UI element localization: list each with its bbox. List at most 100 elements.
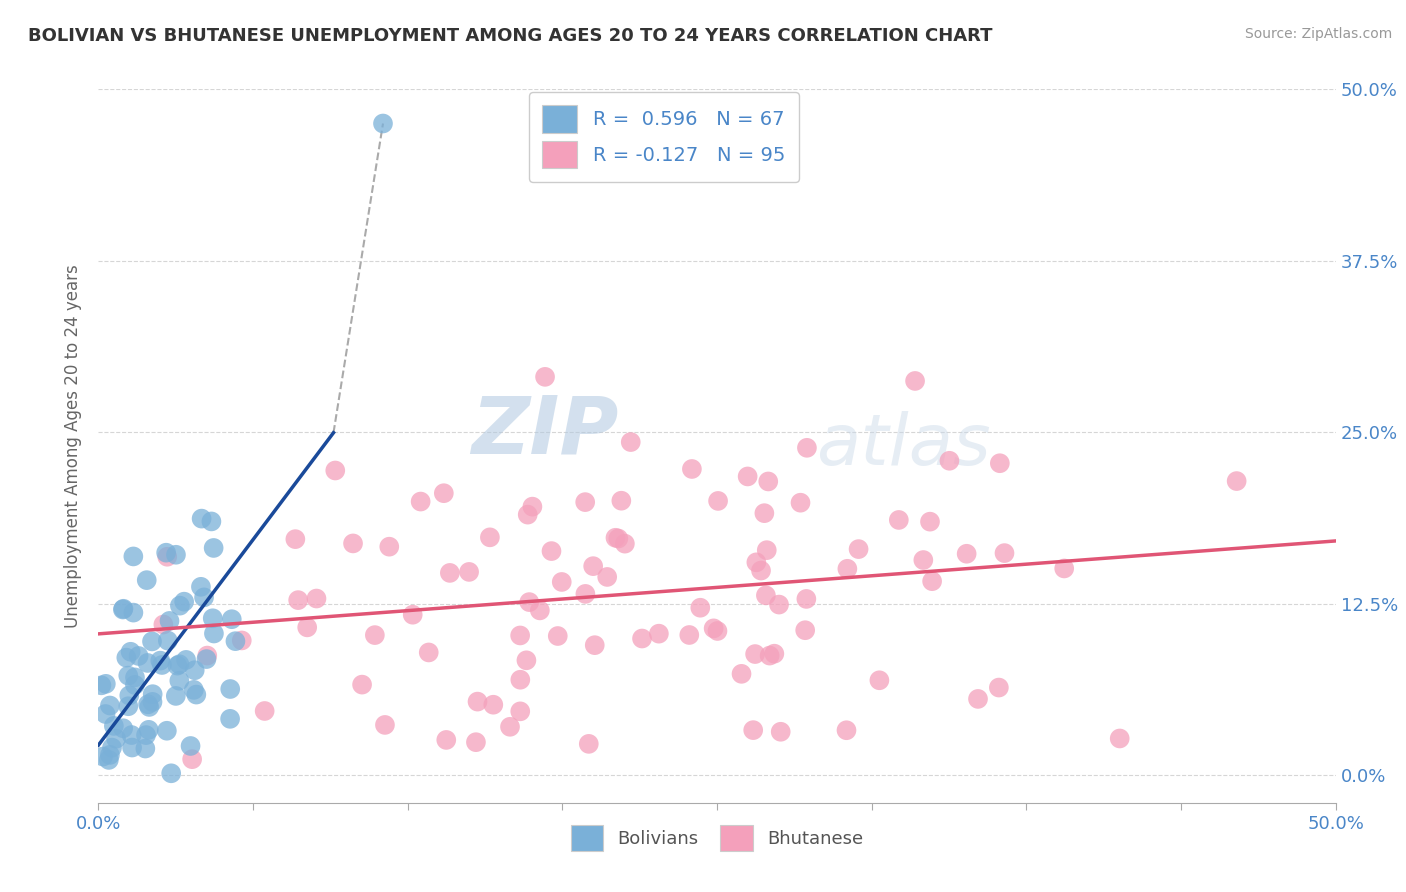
Point xyxy=(987,681,1010,695)
Point xyxy=(707,494,730,508)
Point xyxy=(190,511,212,525)
Point xyxy=(755,543,778,558)
Point xyxy=(529,603,551,617)
Point xyxy=(499,720,522,734)
Point xyxy=(730,666,752,681)
Legend: Bolivians, Bhutanese: Bolivians, Bhutanese xyxy=(564,818,870,858)
Point xyxy=(402,607,425,622)
Point xyxy=(509,628,531,642)
Point xyxy=(323,463,346,477)
Point xyxy=(138,700,160,714)
Point xyxy=(156,723,179,738)
Point xyxy=(122,606,145,620)
Point xyxy=(583,638,606,652)
Point xyxy=(201,611,224,625)
Point xyxy=(121,728,143,742)
Point xyxy=(166,658,188,673)
Point xyxy=(287,593,309,607)
Point xyxy=(551,574,574,589)
Point xyxy=(180,739,202,753)
Point xyxy=(195,648,218,663)
Point xyxy=(509,673,531,687)
Point xyxy=(165,689,187,703)
Point xyxy=(352,678,374,692)
Point xyxy=(136,656,159,670)
Point xyxy=(94,677,117,691)
Point xyxy=(112,601,135,615)
Point xyxy=(610,493,633,508)
Point xyxy=(121,740,143,755)
Point xyxy=(921,574,943,589)
Point xyxy=(796,441,818,455)
Point xyxy=(605,531,627,545)
Point xyxy=(90,678,112,692)
Point xyxy=(364,628,387,642)
Point xyxy=(98,747,121,762)
Point xyxy=(956,547,979,561)
Point xyxy=(105,731,128,746)
Point xyxy=(418,645,440,659)
Point xyxy=(912,553,935,567)
Point xyxy=(91,749,114,764)
Text: Source: ZipAtlas.com: Source: ZipAtlas.com xyxy=(1244,27,1392,41)
Point xyxy=(103,719,125,733)
Point xyxy=(848,542,870,557)
Point xyxy=(756,475,779,489)
Text: ZIP: ZIP xyxy=(471,392,619,471)
Point xyxy=(135,728,157,742)
Point xyxy=(918,515,941,529)
Point xyxy=(458,565,481,579)
Point xyxy=(868,673,890,688)
Point xyxy=(98,698,121,713)
Point xyxy=(515,653,537,667)
Point xyxy=(117,699,139,714)
Point xyxy=(1053,561,1076,575)
Point xyxy=(547,629,569,643)
Point xyxy=(97,753,120,767)
Point xyxy=(522,500,544,514)
Text: BOLIVIAN VS BHUTANESE UNEMPLOYMENT AMONG AGES 20 TO 24 YEARS CORRELATION CHART: BOLIVIAN VS BHUTANESE UNEMPLOYMENT AMONG… xyxy=(28,27,993,45)
Point xyxy=(169,599,191,613)
Point xyxy=(200,515,222,529)
Point xyxy=(574,587,596,601)
Point xyxy=(173,595,195,609)
Point xyxy=(138,723,160,737)
Point xyxy=(540,544,562,558)
Point xyxy=(181,752,204,766)
Point xyxy=(745,555,768,569)
Point xyxy=(478,530,501,544)
Point xyxy=(768,598,790,612)
Point xyxy=(124,670,146,684)
Point xyxy=(620,435,643,450)
Point xyxy=(578,737,600,751)
Point xyxy=(141,695,163,709)
Point xyxy=(378,540,401,554)
Point xyxy=(1226,474,1249,488)
Point xyxy=(681,462,703,476)
Y-axis label: Unemployment Among Ages 20 to 24 years: Unemployment Among Ages 20 to 24 years xyxy=(65,264,83,628)
Point xyxy=(111,602,134,616)
Point xyxy=(342,536,364,550)
Point xyxy=(115,650,138,665)
Point xyxy=(135,573,157,587)
Point xyxy=(120,645,142,659)
Point xyxy=(122,549,145,564)
Point xyxy=(516,508,538,522)
Point xyxy=(763,647,786,661)
Point xyxy=(678,628,700,642)
Text: atlas: atlas xyxy=(815,411,991,481)
Point xyxy=(219,681,242,696)
Point xyxy=(174,653,197,667)
Point xyxy=(142,687,165,701)
Point xyxy=(517,595,540,609)
Point xyxy=(749,564,772,578)
Point xyxy=(134,741,156,756)
Point xyxy=(186,688,208,702)
Point xyxy=(190,580,212,594)
Point xyxy=(193,591,215,605)
Point xyxy=(374,718,396,732)
Point xyxy=(149,654,172,668)
Point xyxy=(534,369,557,384)
Point xyxy=(284,532,307,546)
Point xyxy=(582,559,605,574)
